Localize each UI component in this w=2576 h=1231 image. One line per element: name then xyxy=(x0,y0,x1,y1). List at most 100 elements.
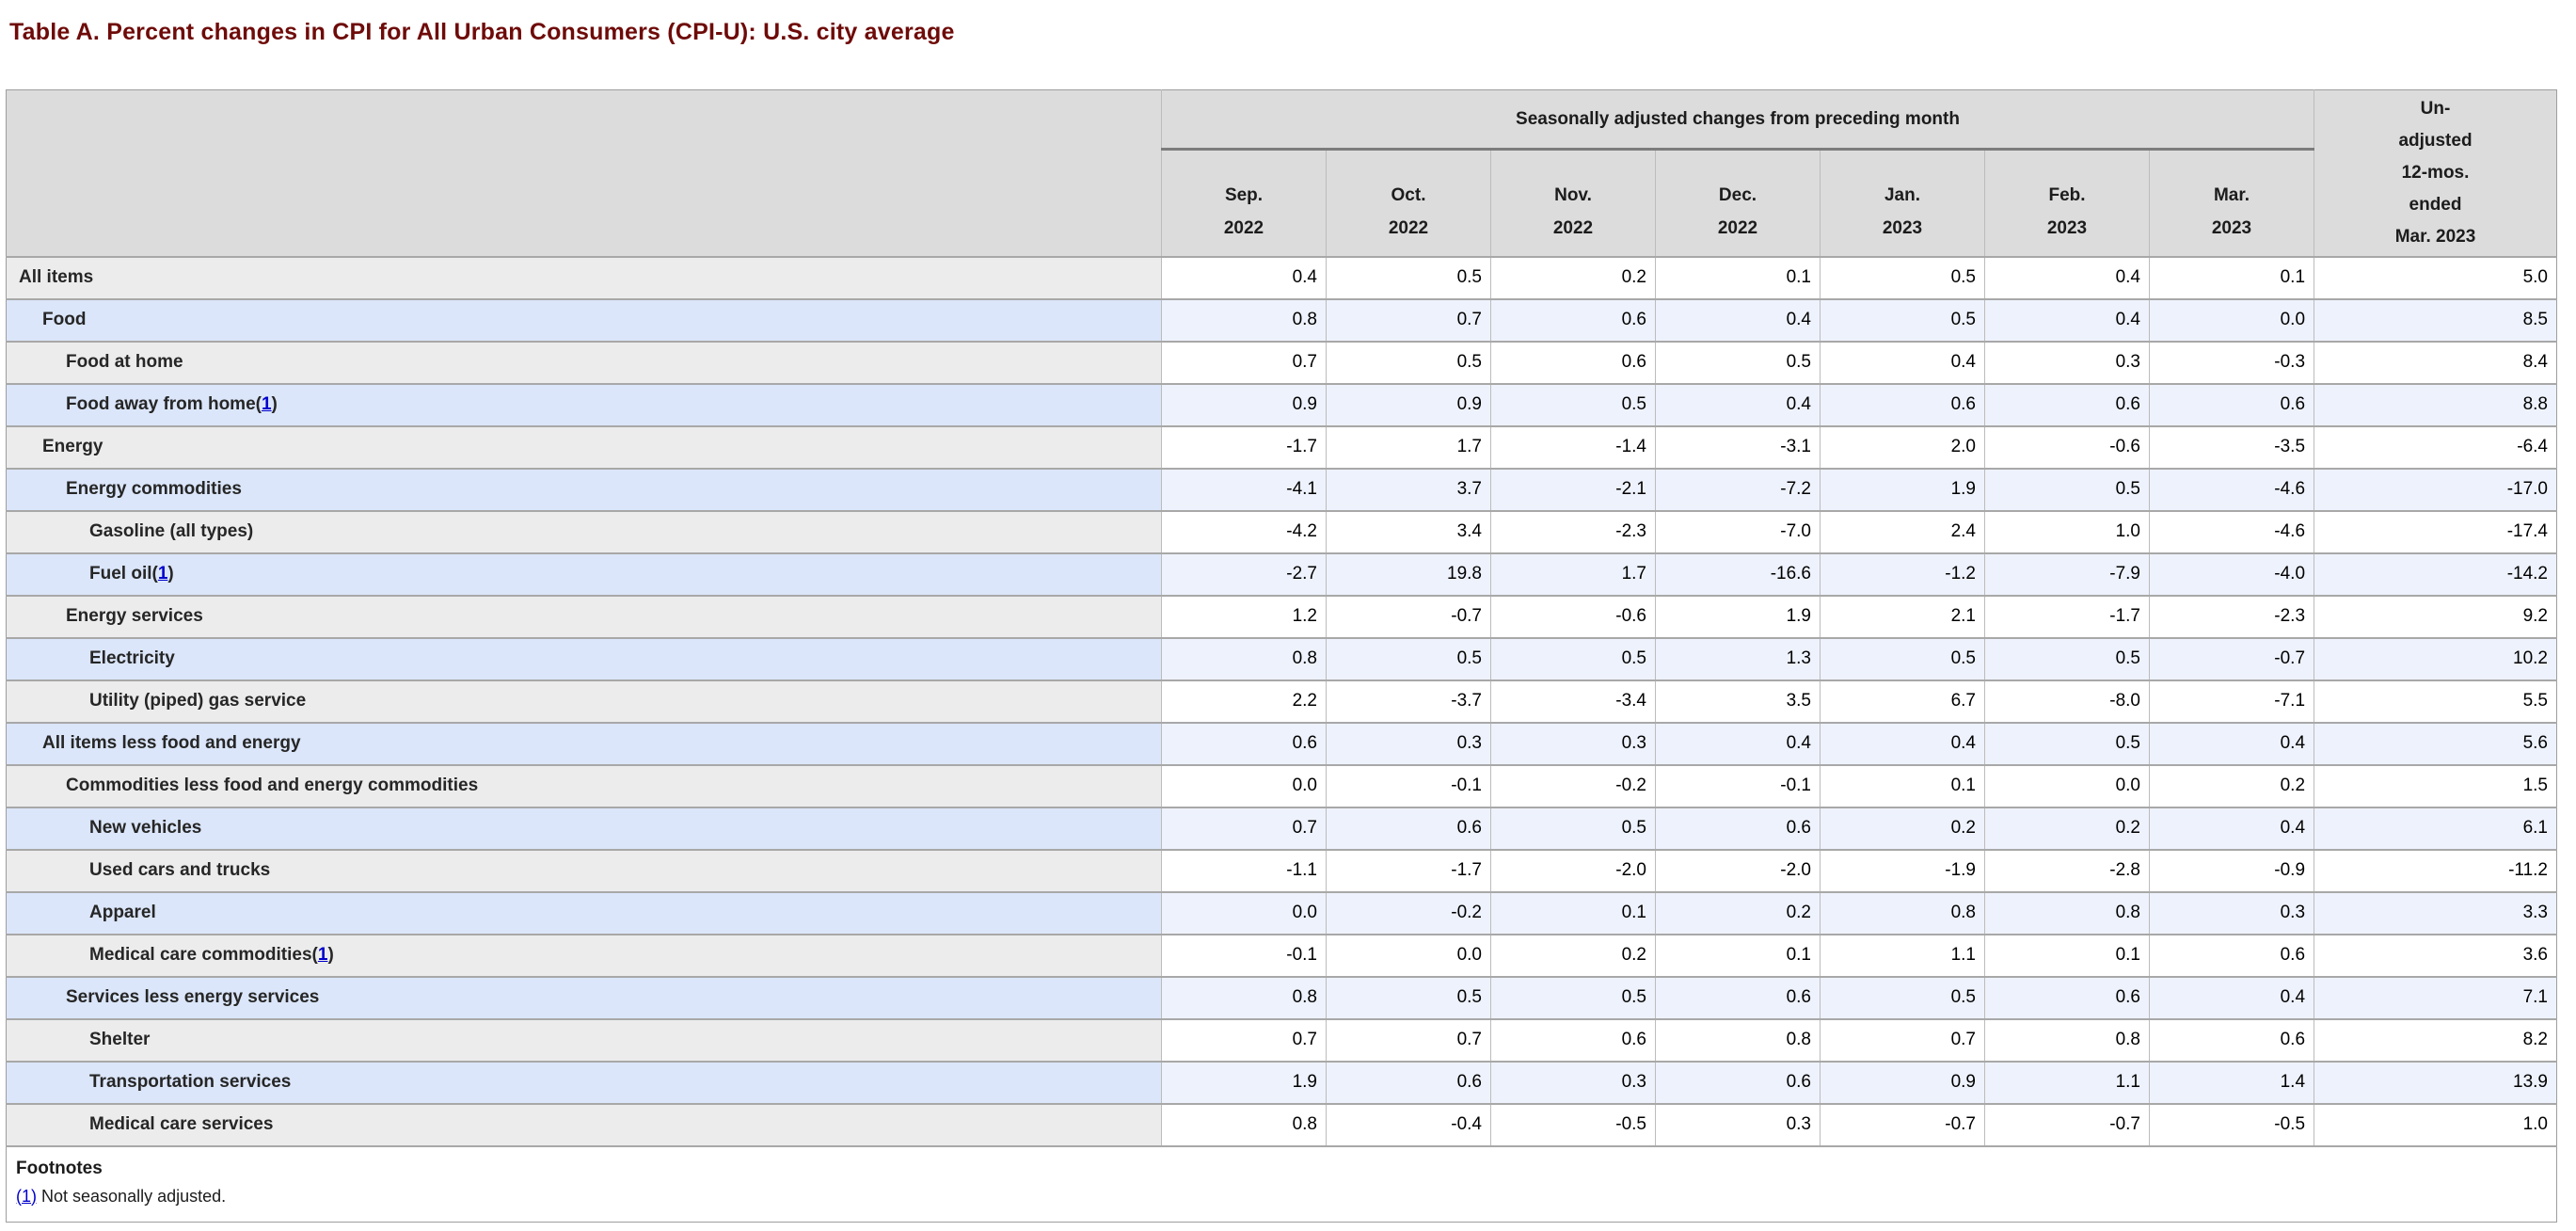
row-label-cell: Energy commodities xyxy=(6,467,1162,511)
footnote-ref: (1) xyxy=(311,945,334,965)
data-cell: 0.5 xyxy=(1326,340,1491,384)
data-cell: -3.1 xyxy=(1655,424,1821,469)
month-header-feb-2023: Feb. 2023 xyxy=(1984,149,2150,257)
data-cell: 0.6 xyxy=(2148,933,2314,977)
data-cell: 1.4 xyxy=(2148,1060,2314,1104)
row-label: Services less energy services xyxy=(66,987,320,1007)
data-cell: 0.4 xyxy=(1655,721,1821,765)
row-label: Electricity xyxy=(89,648,175,668)
row-label-cell: Food xyxy=(6,297,1162,342)
row-label: Used cars and trucks xyxy=(89,860,271,880)
data-cell: 3.4 xyxy=(1326,509,1491,553)
data-cell: 0.6 xyxy=(2148,382,2314,426)
data-cell: -2.8 xyxy=(1984,848,2150,892)
data-cell: -3.4 xyxy=(1490,679,1656,723)
table-row: Utility (piped) gas service 2.2 -3.7 -3.4 3.… xyxy=(6,679,2557,723)
data-cell: 0.7 xyxy=(1326,1017,1491,1062)
data-cell: 0.3 xyxy=(1984,340,2150,384)
data-cell: 1.7 xyxy=(1490,552,1656,596)
data-cell: 8.5 xyxy=(2314,297,2557,342)
data-cell: 0.4 xyxy=(2148,975,2314,1019)
table-row: Services less energy services 0.8 0.5 0.5 0.… xyxy=(6,975,2557,1019)
row-label: New vehicles xyxy=(89,818,202,838)
data-cell: 0.5 xyxy=(1490,636,1656,680)
row-label: Medical care services xyxy=(89,1114,274,1134)
data-cell: 0.5 xyxy=(1655,340,1821,384)
table-row: Energy -1.7 1.7 -1.4 -3.1 2.0 -0.6 -3.5 -6.4 xyxy=(6,424,2557,469)
data-cell: 0.2 xyxy=(1655,890,1821,935)
row-label-cell: Energy services xyxy=(6,594,1162,638)
month-header-dec-2022: Dec. 2022 xyxy=(1655,149,1821,257)
data-cell: 19.8 xyxy=(1326,552,1491,596)
data-cell: 0.7 xyxy=(1820,1017,1985,1062)
cpi-table: Seasonally adjusted changes from precedi… xyxy=(6,89,2557,1223)
data-cell: -8.0 xyxy=(1984,679,2150,723)
data-cell: 0.1 xyxy=(1984,933,2150,977)
data-cell: -0.5 xyxy=(1490,1102,1656,1146)
month-header-jan-2023: Jan. 2023 xyxy=(1820,149,1985,257)
row-label-cell: All items xyxy=(6,255,1162,299)
month-header-sep-2022: Sep. 2022 xyxy=(1161,149,1327,257)
data-cell: -2.0 xyxy=(1490,848,1656,892)
data-cell: -0.6 xyxy=(1490,594,1656,638)
footnote-ref: (1) xyxy=(151,564,174,584)
data-cell: 0.1 xyxy=(2148,255,2314,299)
data-cell: -7.1 xyxy=(2148,679,2314,723)
data-cell: 0.8 xyxy=(1161,975,1327,1019)
data-cell: 0.4 xyxy=(1820,721,1985,765)
table-row: Food at home 0.7 0.5 0.6 0.5 0.4 0.3 -0.3 8.4 xyxy=(6,340,2557,384)
data-cell: 0.0 xyxy=(2148,297,2314,342)
footnote-marker-link[interactable]: (1) xyxy=(16,1186,37,1206)
row-label: Medical care commodities xyxy=(89,945,312,965)
row-label: Food away from home xyxy=(66,394,256,414)
data-cell: -2.0 xyxy=(1655,848,1821,892)
data-cell: -0.7 xyxy=(2148,636,2314,680)
table-row: Transportation services 1.9 0.6 0.3 0.6 0.9 1.… xyxy=(6,1060,2557,1104)
row-label-cell: Used cars and trucks xyxy=(6,848,1162,892)
data-cell: 0.6 xyxy=(1820,382,1985,426)
data-cell: 0.5 xyxy=(1490,382,1656,426)
table-row: Energy services 1.2 -0.7 -0.6 1.9 2.1 -1.7 -2.3… xyxy=(6,594,2557,638)
row-label-cell: Utility (piped) gas service xyxy=(6,679,1162,723)
data-cell: 2.2 xyxy=(1161,679,1327,723)
table-row: Gasoline (all types) -4.2 3.4 -2.3 -7.0 2.4 1.… xyxy=(6,509,2557,553)
footnote-ref-link[interactable]: 1 xyxy=(317,945,328,965)
row-label: All items xyxy=(19,267,94,287)
data-cell: -6.4 xyxy=(2314,424,2557,469)
data-cell: 0.7 xyxy=(1161,340,1327,384)
data-cell: -4.2 xyxy=(1161,509,1327,553)
data-cell: 0.6 xyxy=(1984,382,2150,426)
row-label-cell: Gasoline (all types) xyxy=(6,509,1162,553)
data-cell: 0.6 xyxy=(1984,975,2150,1019)
data-cell: -1.7 xyxy=(1326,848,1491,892)
data-cell: 0.5 xyxy=(1490,806,1656,850)
data-cell: 0.8 xyxy=(1984,1017,2150,1062)
data-cell: -7.0 xyxy=(1655,509,1821,553)
data-cell: -2.3 xyxy=(1490,509,1656,553)
footnote-ref-link[interactable]: 1 xyxy=(157,564,168,584)
data-cell: 1.3 xyxy=(1655,636,1821,680)
corner-header-cell xyxy=(6,89,1162,257)
row-label-cell: Apparel xyxy=(6,890,1162,935)
data-cell: 0.4 xyxy=(2148,806,2314,850)
data-cell: 0.5 xyxy=(1326,636,1491,680)
data-cell: -7.9 xyxy=(1984,552,2150,596)
table-row: Shelter 0.7 0.7 0.6 0.8 0.7 0.8 0.6 8.2 xyxy=(6,1017,2557,1062)
data-cell: 0.5 xyxy=(1820,636,1985,680)
table-row: Used cars and trucks -1.1 -1.7 -2.0 -2.0 -1.9… xyxy=(6,848,2557,892)
data-cell: -1.7 xyxy=(1984,594,2150,638)
month-header-oct-2022: Oct. 2022 xyxy=(1326,149,1491,257)
data-cell: -1.9 xyxy=(1820,848,1985,892)
table-row: Commodities less food and energy commodi… xyxy=(6,763,2557,807)
data-cell: -0.3 xyxy=(2148,340,2314,384)
data-cell: 0.4 xyxy=(1820,340,1985,384)
footnote-ref-link[interactable]: 1 xyxy=(261,394,272,414)
data-cell: 0.0 xyxy=(1326,933,1491,977)
data-cell: 1.1 xyxy=(1820,933,1985,977)
data-cell: 0.0 xyxy=(1161,763,1327,807)
data-cell: 0.3 xyxy=(1326,721,1491,765)
data-cell: 0.2 xyxy=(1490,933,1656,977)
data-cell: 0.3 xyxy=(1655,1102,1821,1146)
table-footer: Footnotes (1) Not seasonally adjusted. xyxy=(6,1144,2557,1222)
data-cell: 0.8 xyxy=(1820,890,1985,935)
